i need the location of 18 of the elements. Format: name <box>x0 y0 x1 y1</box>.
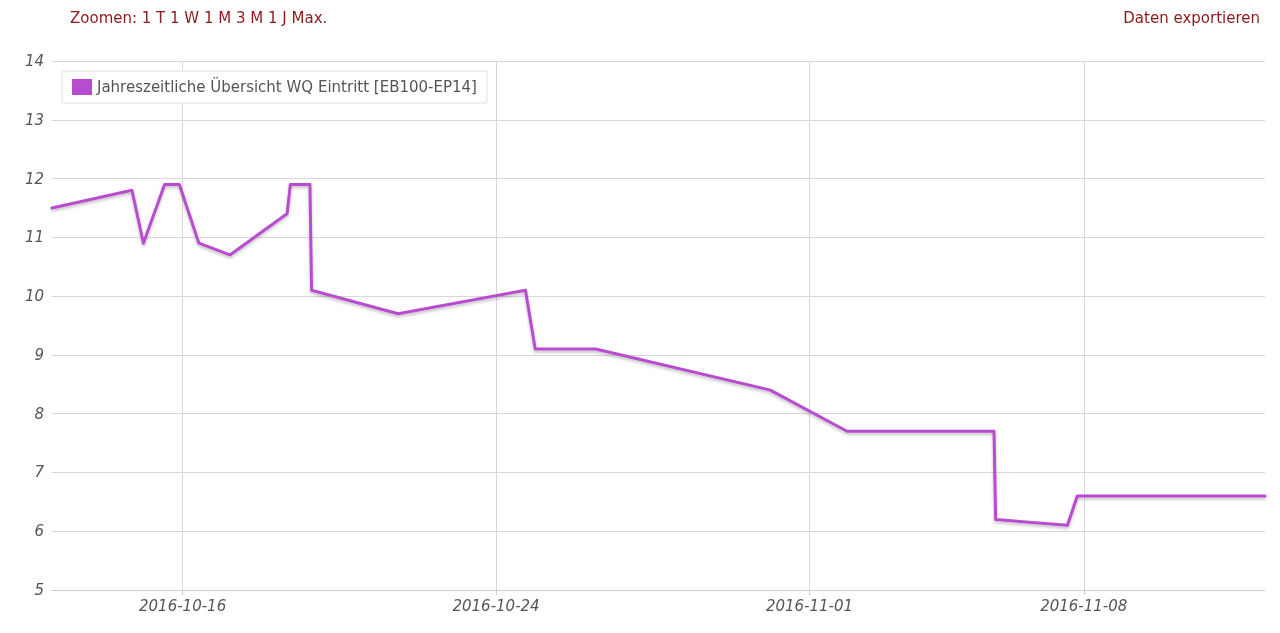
y-tick-label: 6 <box>34 522 44 541</box>
x-tick-label: 2016-11-08 <box>1040 596 1128 615</box>
y-tick-label: 11 <box>24 228 44 247</box>
y-tick-label: 8 <box>34 404 44 423</box>
x-tick-label: 2016-10-16 <box>139 596 227 615</box>
x-tick-label: 2016-11-01 <box>765 596 854 615</box>
y-tick-label: 7 <box>34 463 45 482</box>
x-tick-label: 2016-10-24 <box>452 596 540 615</box>
line-series <box>50 182 1267 527</box>
text: Zoomen: 1 T 1 W 1 M 3 M 1 J Max. <box>70 8 328 27</box>
y-tick-label: 9 <box>34 345 44 364</box>
y-tick-label: 5 <box>34 581 44 599</box>
text: Daten exportieren <box>1123 8 1260 27</box>
y-tick-label: 12 <box>24 169 44 188</box>
y-tick-label: 10 <box>24 287 44 306</box>
y-tick-label: 14 <box>24 52 44 70</box>
legend-label: Jahreszeitliche Übersicht WQ Eintritt [EB100-EP14] <box>96 77 477 96</box>
y-tick-label: 13 <box>24 110 44 129</box>
